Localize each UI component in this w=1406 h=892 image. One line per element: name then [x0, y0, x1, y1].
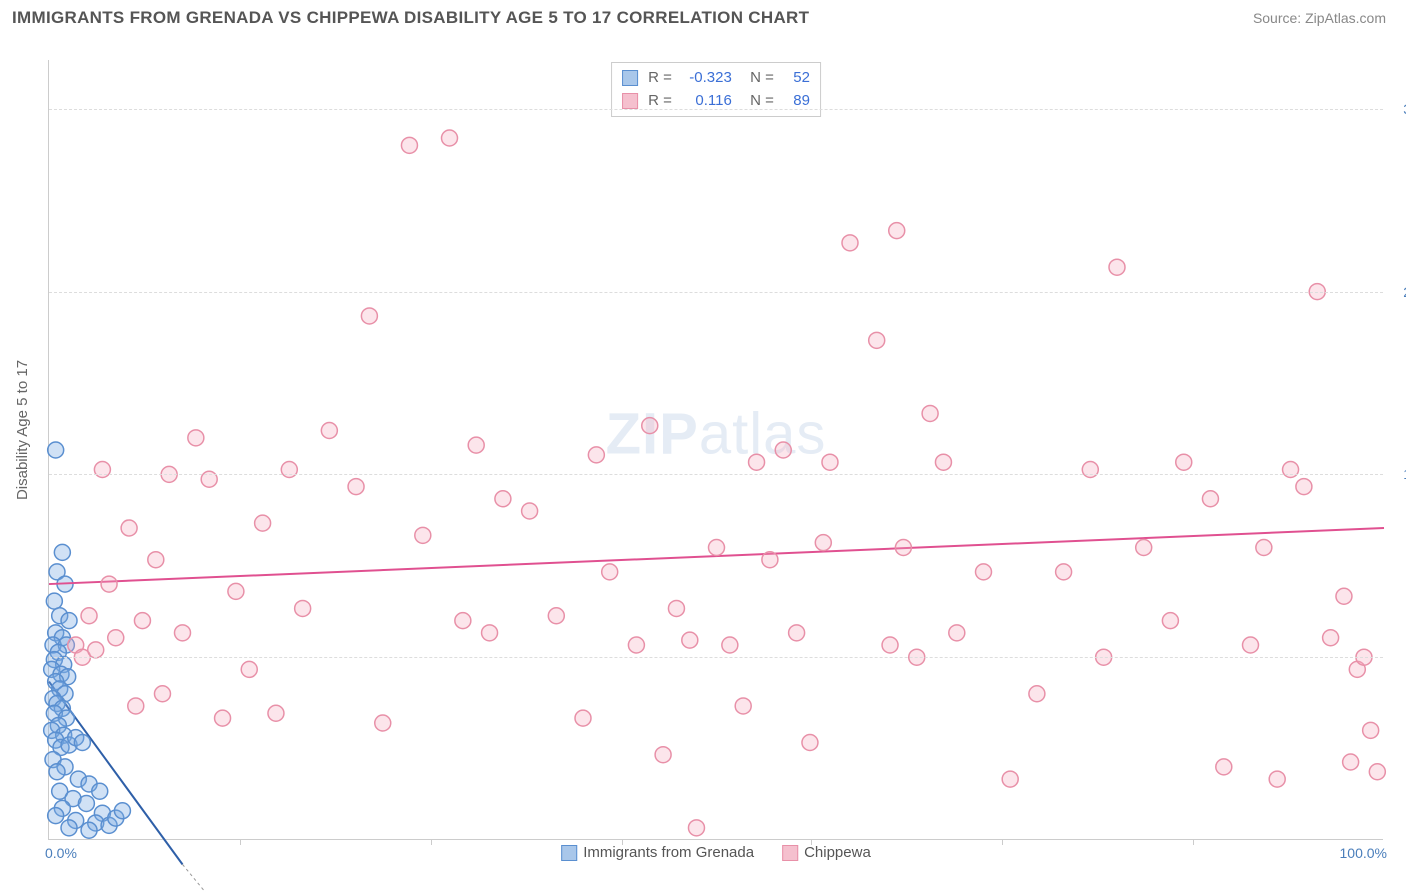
y-tick-label: 22.5%: [1388, 284, 1406, 300]
legend-r-label: R =: [648, 67, 672, 90]
gridline-h: [49, 657, 1383, 658]
gridline-h: [49, 109, 1383, 110]
x-tick-mark: [1193, 839, 1194, 845]
legend-r-value: -0.323: [682, 67, 732, 90]
x-tick-label: 100.0%: [1340, 845, 1387, 861]
legend-swatch: [622, 93, 638, 109]
x-tick-mark: [1002, 839, 1003, 845]
x-tick-mark: [811, 839, 812, 845]
x-tick-mark: [431, 839, 432, 845]
x-tick-label: 0.0%: [45, 845, 77, 861]
legend-swatch: [782, 845, 798, 861]
header: IMMIGRANTS FROM GRENADA VS CHIPPEWA DISA…: [0, 0, 1406, 32]
gridline-h: [49, 474, 1383, 475]
y-tick-label: 7.5%: [1388, 649, 1406, 665]
legend-bottom: Immigrants from Grenada Chippewa: [561, 844, 871, 861]
legend-swatch: [622, 70, 638, 86]
legend-bottom-item: Immigrants from Grenada: [561, 844, 754, 861]
chart-area: ZIPatlas R = -0.323 N = 52 R = 0.116 N =…: [48, 60, 1383, 840]
legend-top-row: R = -0.323 N = 52: [622, 67, 810, 90]
gridline-h: [49, 292, 1383, 293]
legend-label: Immigrants from Grenada: [583, 844, 754, 861]
legend-swatch: [561, 845, 577, 861]
x-tick-mark: [622, 839, 623, 845]
legend-n-value: 52: [784, 67, 810, 90]
legend-label: Chippewa: [804, 844, 871, 861]
legend-bottom-item: Chippewa: [782, 844, 871, 861]
y-axis-label: Disability Age 5 to 17: [14, 360, 31, 500]
chart-title: IMMIGRANTS FROM GRENADA VS CHIPPEWA DISA…: [12, 8, 809, 28]
legend-n-label: N =: [742, 67, 774, 90]
y-tick-label: 15.0%: [1388, 466, 1406, 482]
x-tick-mark: [240, 839, 241, 845]
scatter-plot: [49, 60, 1383, 839]
y-tick-label: 30.0%: [1388, 101, 1406, 117]
source-label: Source: ZipAtlas.com: [1253, 10, 1386, 26]
